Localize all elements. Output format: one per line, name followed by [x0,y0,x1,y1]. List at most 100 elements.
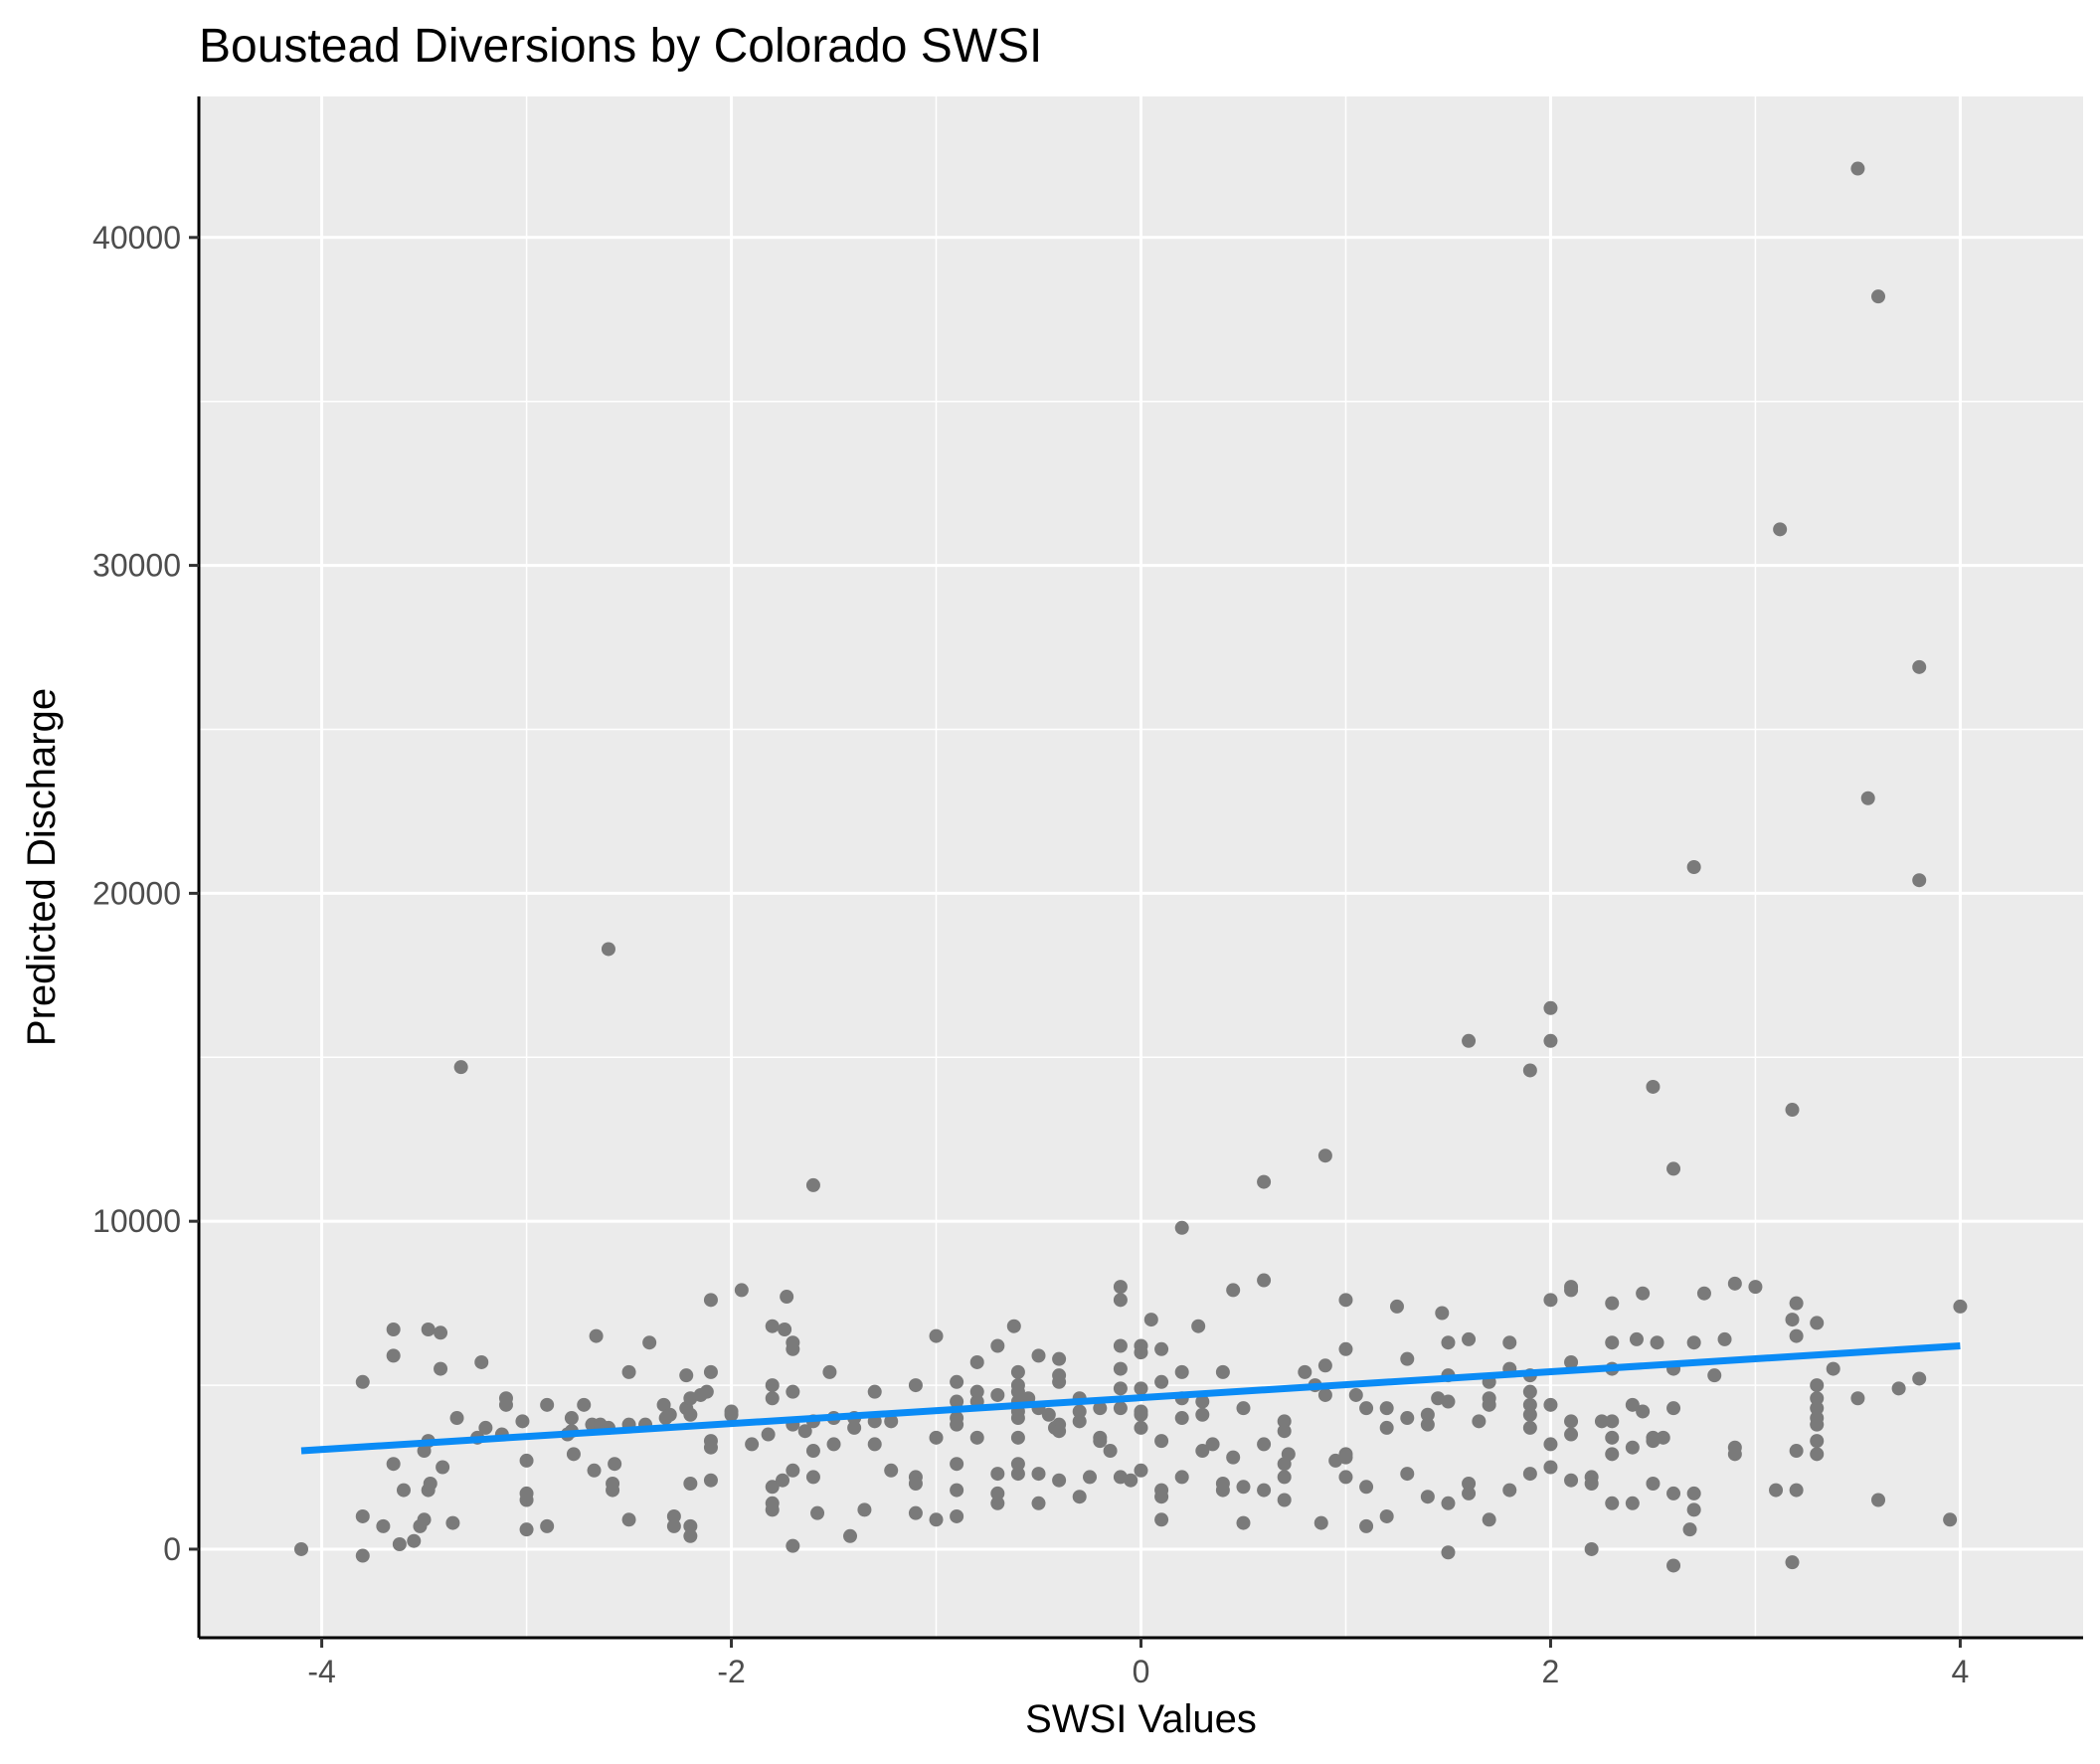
major-gridlines [199,96,2083,1638]
data-point [1462,1477,1477,1491]
data-point [1773,522,1788,537]
data-point [1317,1148,1332,1163]
data-point [606,1477,620,1491]
data-point [1686,1502,1701,1517]
data-point [1226,1283,1241,1298]
data-point [805,1177,820,1192]
data-point [1717,1331,1732,1346]
data-point [1727,1276,1742,1291]
data-point [1010,1364,1025,1379]
x-axis-ticks: -4 -2 0 2 4 [307,1638,1969,1689]
data-point [386,1348,401,1363]
data-point [679,1368,694,1383]
data-point [778,1323,792,1336]
data-point [1236,1480,1251,1495]
data-point [1154,1434,1169,1449]
data-point [857,1502,872,1517]
chart-title: Boustead Diversions by Colorado SWSI [199,20,1042,73]
data-point [434,1361,448,1376]
data-point [1810,1417,1825,1432]
data-point [1625,1496,1640,1510]
x-axis-title: SWSI Values [1025,1697,1257,1741]
data-point [805,1470,820,1485]
data-point [1943,1512,1958,1527]
data-point [1543,1033,1558,1048]
data-point [786,1463,800,1478]
data-point [1502,1335,1517,1350]
data-point [810,1505,825,1520]
data-point [1338,1470,1353,1485]
data-point [1154,1341,1169,1356]
data-point [1646,1079,1661,1094]
data-point [621,1364,636,1379]
data-point [1103,1444,1118,1459]
data-point [1564,1414,1579,1429]
data-point [822,1364,837,1379]
data-point [761,1427,776,1442]
data-point [1006,1319,1021,1333]
data-point [1052,1374,1067,1389]
data-point [1236,1401,1251,1416]
data-point [1277,1470,1292,1485]
data-point [423,1477,438,1491]
data-point [1441,1496,1456,1510]
data-point [1191,1319,1206,1333]
data-point [1400,1351,1415,1366]
data-point [1441,1335,1456,1350]
data-point [1052,1424,1067,1439]
data-point [1564,1354,1579,1369]
data-point [1277,1424,1292,1439]
data-point [786,1384,800,1399]
data-point [950,1483,964,1498]
data-point [1605,1414,1620,1429]
data-point [1543,1000,1558,1015]
data-point [1666,1401,1681,1416]
data-point [1666,1558,1681,1573]
data-point [1338,1450,1353,1465]
data-point [1134,1345,1148,1360]
data-point [950,1417,964,1432]
data-point [1785,1103,1800,1118]
y-tick-label: 10000 [92,1203,181,1239]
data-point [1625,1397,1640,1412]
data-point [540,1397,555,1412]
data-point [1298,1364,1312,1379]
data-point [929,1430,944,1445]
data-point [566,1447,581,1462]
data-point [1953,1299,1968,1314]
data-point [847,1420,862,1435]
data-point [445,1515,460,1530]
y-tick-label: 40000 [92,220,181,256]
data-point [1174,1220,1189,1235]
data-point [577,1397,592,1412]
data-point [436,1460,450,1475]
data-point [1625,1440,1640,1455]
data-point [765,1378,780,1393]
data-point [929,1328,944,1343]
data-point [587,1463,602,1478]
data-point [1317,1358,1332,1373]
data-point [1435,1306,1450,1321]
data-point [1072,1414,1087,1429]
data-point [1686,860,1701,874]
data-point [540,1518,555,1533]
data-point [1420,1417,1435,1432]
data-point [1010,1430,1025,1445]
data-point [1281,1447,1296,1462]
data-point [1134,1420,1148,1435]
data-point [1226,1450,1241,1465]
data-point [1727,1447,1742,1462]
data-point [683,1528,698,1543]
data-point [1338,1293,1353,1308]
data-point [683,1518,698,1533]
data-point [1850,161,1865,176]
data-point [1785,1313,1800,1327]
y-tick-label: 30000 [92,548,181,584]
data-point [683,1477,698,1491]
data-point [407,1533,422,1548]
data-point [449,1411,464,1426]
data-point [1215,1364,1230,1379]
data-point [1379,1420,1394,1435]
data-point [1154,1490,1169,1504]
